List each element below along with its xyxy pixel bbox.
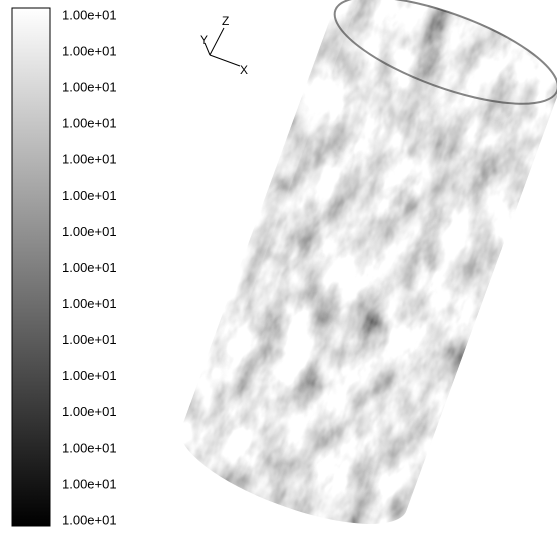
colorbar-label: 1.00e+01 (62, 296, 117, 311)
colorbar-label: 1.00e+01 (62, 188, 117, 203)
colorbar-label: 1.00e+01 (62, 80, 117, 95)
axis-line (209, 54, 241, 67)
axis-line (204, 42, 211, 56)
colorbar-label: 1.00e+01 (62, 44, 117, 59)
colorbar-label: 1.00e+01 (62, 512, 117, 527)
colorbar-label: 1.00e+01 (62, 224, 117, 239)
cylinder (167, 0, 557, 533)
colorbar-label: 1.00e+01 (62, 368, 117, 383)
colorbar-label: 1.00e+01 (62, 116, 117, 131)
colorbar (11, 7, 51, 527)
colorbar-label: 1.00e+01 (62, 440, 117, 455)
colorbar-label: 1.00e+01 (62, 7, 117, 22)
axis-label: X (240, 63, 248, 77)
colorbar-label: 1.00e+01 (62, 152, 117, 167)
colorbar-labels: 1.00e+01 1.00e+01 1.00e+01 1.00e+01 1.00e+01… (62, 7, 117, 527)
colorbar-label: 1.00e+01 (62, 332, 117, 347)
axis-label: Z (222, 14, 229, 28)
colorbar-label: 1.00e+01 (62, 260, 117, 275)
top-rim (333, 0, 557, 105)
colorbar-label: 1.00e+01 (62, 476, 117, 491)
axis-line (209, 27, 225, 56)
colorbar-label: 1.00e+01 (62, 404, 117, 419)
surface (167, 0, 557, 533)
axis-label: Y (200, 33, 208, 47)
axis-triad: Z Y X (200, 14, 248, 77)
